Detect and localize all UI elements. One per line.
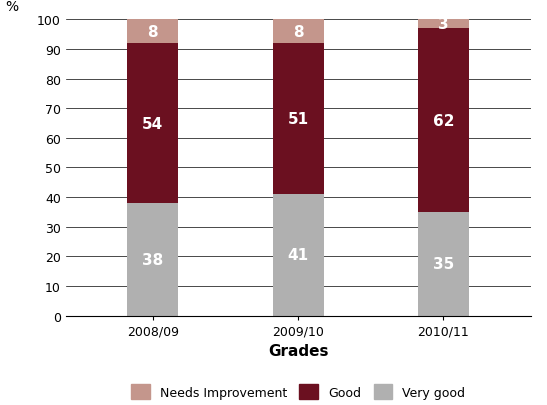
Bar xyxy=(273,20,323,44)
Text: 3: 3 xyxy=(438,17,449,32)
Text: 38: 38 xyxy=(142,252,164,267)
Bar xyxy=(127,204,178,316)
Bar xyxy=(418,29,469,212)
Text: 51: 51 xyxy=(288,112,309,127)
Legend: Needs Improvement, Good, Very good: Needs Improvement, Good, Very good xyxy=(126,379,470,404)
Text: %: % xyxy=(5,0,18,14)
Bar xyxy=(418,212,469,316)
Text: 41: 41 xyxy=(288,248,309,263)
Bar xyxy=(127,20,178,44)
Text: 62: 62 xyxy=(433,113,454,128)
Bar xyxy=(273,195,323,316)
Text: 8: 8 xyxy=(148,25,158,40)
Bar xyxy=(127,44,178,204)
Bar xyxy=(418,20,469,29)
Text: 8: 8 xyxy=(293,25,304,40)
Bar xyxy=(273,44,323,195)
Text: 54: 54 xyxy=(142,116,164,131)
X-axis label: Grades: Grades xyxy=(268,343,328,358)
Text: 35: 35 xyxy=(433,257,454,272)
